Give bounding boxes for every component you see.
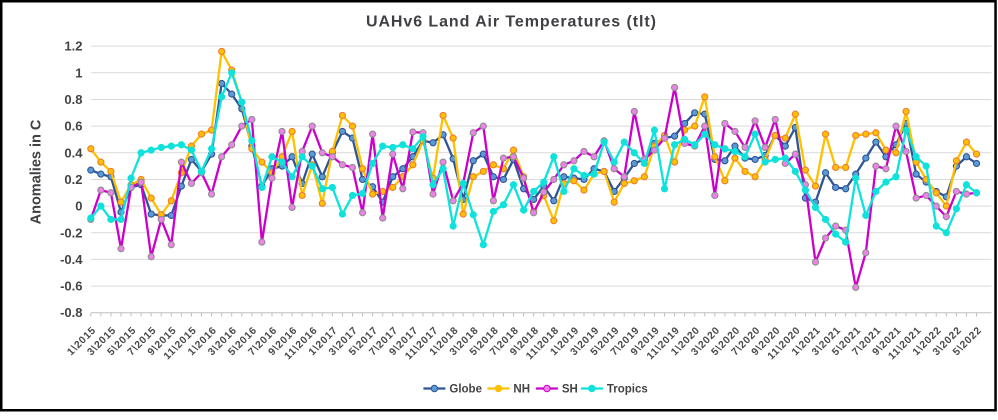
svg-text:0.8: 0.8 [64,92,82,107]
svg-text:1.2: 1.2 [64,39,82,54]
svg-text:-0.4: -0.4 [60,252,83,267]
svg-text:0.6: 0.6 [64,119,82,134]
svg-text:Globe: Globe [449,384,482,396]
svg-text:-0.8: -0.8 [60,305,82,320]
svg-text:-0.6: -0.6 [60,279,82,294]
svg-text:NH: NH [513,384,530,396]
svg-text:1: 1 [75,65,82,80]
svg-text:SH: SH [562,384,578,396]
svg-text:Tropics: Tropics [607,384,648,396]
svg-text:-0.2: -0.2 [60,225,82,240]
svg-text:Anomalies in C: Anomalies in C [29,119,45,224]
svg-text:UAHv6 Land Air Temperatures (t: UAHv6 Land Air Temperatures (tlt) [366,14,657,31]
svg-text:0: 0 [75,199,82,214]
svg-text:0.2: 0.2 [64,172,82,187]
svg-text:0.4: 0.4 [64,145,83,160]
